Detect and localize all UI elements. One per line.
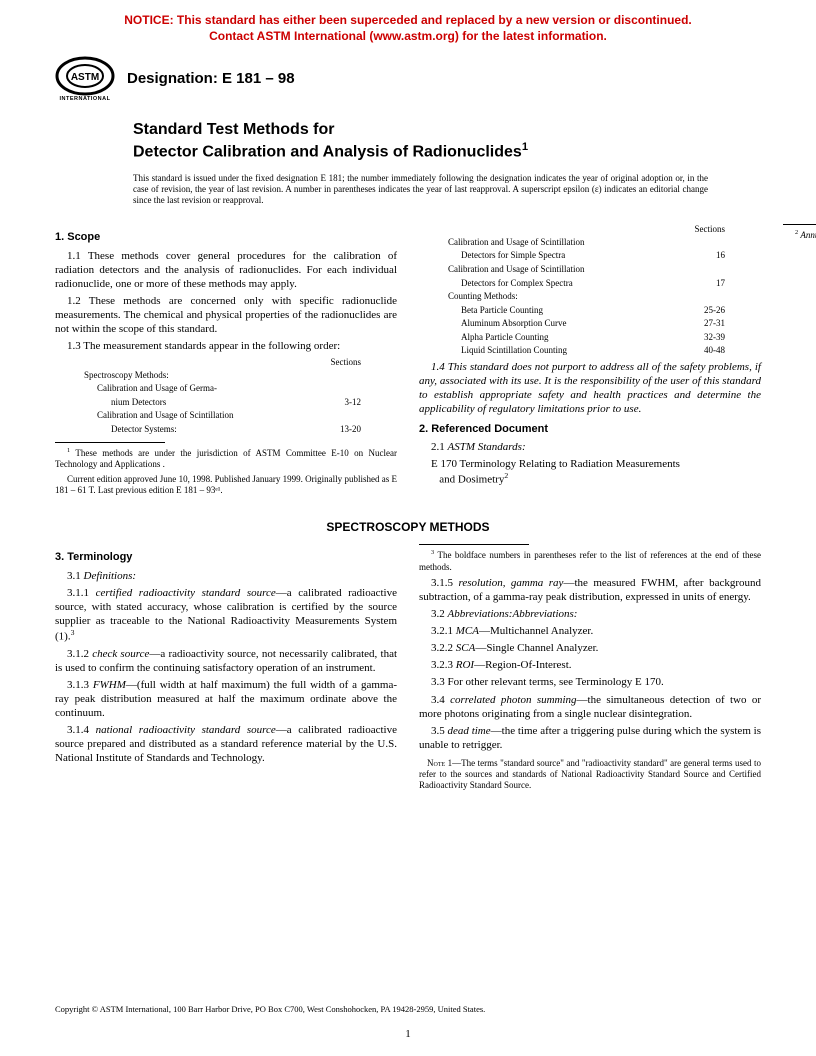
title-block: Standard Test Methods for Detector Calib… (133, 120, 761, 162)
term-3-1-3: 3.1.3 FWHM—(full width at half maximum) … (55, 678, 397, 720)
copyright-line: Copyright © ASTM International, 100 Barr… (55, 1004, 761, 1014)
svg-text:INTERNATIONAL: INTERNATIONAL (59, 96, 110, 102)
issuance-note: This standard is issued under the fixed … (133, 173, 708, 207)
scope-1-3: 1.3 The measurement standards appear in … (55, 339, 397, 353)
footnote-divider-2 (783, 224, 816, 225)
scope-1-2: 1.2 These methods are concerned only wit… (55, 294, 397, 336)
term-3-2: 3.2 Abbreviations:Abbreviations: (419, 607, 761, 621)
sections-table-2: Sections Calibration and Usage of Scinti… (447, 224, 753, 357)
designation-label: Designation: E 181 – 98 (127, 70, 295, 87)
notice-banner: NOTICE: This standard has either been su… (55, 12, 761, 44)
scope-1-4: 1.4 This standard does not purport to ad… (419, 360, 761, 416)
note-1: Note 1—The terms "standard source" and "… (419, 758, 761, 792)
footnote-2: 2 Annual Book of ASTM Standards, Vol 12.… (783, 229, 816, 241)
title-line1: Standard Test Methods for (133, 121, 335, 138)
term-3-2-1: 3.2.1 MCA—Multichannel Analyzer. (419, 624, 761, 638)
lower-columns: 3. Terminology 3.1 Definitions: 3.1.1 ce… (55, 544, 761, 850)
spectroscopy-heading: SPECTROSCOPY METHODS (55, 520, 761, 534)
footnote-block-1: 1 These methods are under the jurisdicti… (55, 442, 397, 496)
title-line2: Detector Calibration and Analysis of Rad… (133, 144, 522, 161)
term-3-4: 3.4 correlated photon summing—the simult… (419, 693, 761, 721)
upper-columns: 1. Scope 1.1 These methods cover general… (55, 224, 761, 506)
table2-head: Sections (447, 224, 753, 236)
term-3-3: 3.3 For other relevant terms, see Termin… (419, 675, 761, 689)
term-3-2-3: 3.2.3 ROI—Region-Of-Interest. (419, 658, 761, 672)
footnote-3: 3 The boldface numbers in parentheses re… (419, 549, 761, 573)
page-number: 1 (0, 1028, 816, 1040)
footnote-1b: Current edition approved June 10, 1998. … (55, 474, 397, 497)
footnote-divider-1 (55, 442, 165, 443)
footnote-block-3: 3 The boldface numbers in parentheses re… (419, 544, 761, 573)
sections-table-1: Sections Spectroscopy Methods: Calibrati… (83, 357, 389, 436)
svg-text:ASTM: ASTM (71, 72, 99, 83)
terminology-heading: 3. Terminology (55, 550, 397, 564)
term-3-1-4: 3.1.4 national radioactivity standard so… (55, 723, 397, 765)
term-3-5: 3.5 dead time—the time after a triggerin… (419, 724, 761, 752)
term-3-1-1: 3.1.1 certified radioactivity standard s… (55, 586, 397, 644)
scope-1-1: 1.1 These methods cover general procedur… (55, 249, 397, 291)
header-row: ASTM INTERNATIONAL Designation: E 181 – … (55, 54, 761, 102)
term-3-1: 3.1 Definitions: (55, 569, 397, 583)
refdoc-heading: 2. Referenced Document (419, 422, 761, 436)
footnote-block-2: 2 Annual Book of ASTM Standards, Vol 12.… (783, 224, 816, 241)
term-3-2-2: 3.2.2 SCA—Single Channel Analyzer. (419, 641, 761, 655)
notice-line2: Contact ASTM International (www.astm.org… (209, 29, 607, 43)
page: NOTICE: This standard has either been su… (0, 0, 816, 1056)
refdoc-e170: E 170 Terminology Relating to Radiation … (419, 457, 761, 487)
refdoc-2-1: 2.1 ASTM Standards: (419, 440, 761, 454)
footnote-divider-3 (419, 544, 529, 545)
term-3-1-2: 3.1.2 check source—a radioactivity sourc… (55, 647, 397, 675)
term-3-1-5: 3.1.5 resolution, gamma ray—the measured… (419, 576, 761, 604)
scope-heading: 1. Scope (55, 230, 397, 244)
title-sup: 1 (522, 141, 528, 153)
footnote-1: 1 These methods are under the jurisdicti… (55, 447, 397, 471)
astm-logo-icon: ASTM INTERNATIONAL (55, 54, 115, 102)
notice-line1: NOTICE: This standard has either been su… (124, 13, 691, 27)
table1-head: Sections (83, 357, 389, 369)
